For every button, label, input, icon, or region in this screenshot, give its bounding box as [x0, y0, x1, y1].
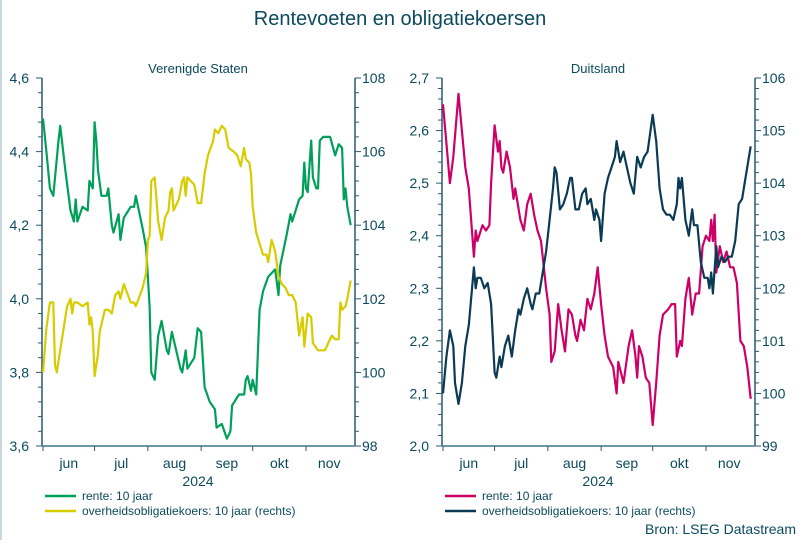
month-label: jul [513, 455, 528, 471]
panel-us: Verenigde Staten 3,6 3,8 4,0 4,2 4,4 4,6 98 100 1… [10, 61, 386, 518]
series-line-yield [441, 92, 752, 427]
left-tick-label: 2,1 [410, 385, 430, 401]
right-tick-label: 106 [362, 144, 386, 160]
right-tick-label: 103 [762, 228, 786, 244]
right-tick-label: 100 [762, 385, 786, 401]
year-label: 2024 [582, 473, 613, 489]
month-label: sep [216, 455, 239, 471]
right-tick-label: 106 [762, 70, 786, 86]
right-tick-label: 98 [362, 438, 378, 454]
month-label: okt [670, 455, 689, 471]
left-tick-label: 2,7 [410, 70, 430, 86]
month-label: sep [616, 455, 639, 471]
month-label: aug [563, 455, 586, 471]
month-label: jul [113, 455, 128, 471]
left-tick-label: 2,4 [410, 228, 430, 244]
month-label: jun [58, 455, 78, 471]
left-tick-label: 3,8 [10, 364, 30, 380]
left-tick-label: 3,6 [10, 438, 30, 454]
legend-label: rente: 10 jaar [82, 489, 153, 503]
figure-title: Rentevoeten en obligatiekoersen [254, 8, 546, 30]
month-label: okt [270, 455, 289, 471]
right-tick-label: 101 [762, 333, 786, 349]
legend-label: overheidsobligatiekoers: 10 jaar (rechts… [482, 504, 695, 518]
left-tick-label: 2,3 [410, 280, 430, 296]
year-label: 2024 [182, 473, 213, 489]
legend-label: rente: 10 jaar [482, 489, 553, 503]
left-tick-label: 2,6 [410, 123, 430, 139]
series-line-bond-price [441, 113, 752, 405]
right-tick-label: 104 [762, 175, 786, 191]
panel-de: Duitsland 2,0 2,1 2,2 2,3 2,4 2,5 2,6 2,7 99 100 10… [410, 61, 786, 518]
left-tick-label: 2,2 [410, 333, 430, 349]
right-tick-label: 104 [362, 217, 386, 233]
month-label: aug [163, 455, 186, 471]
month-label: nov [318, 455, 341, 471]
legend-label: overheidsobligatiekoers: 10 jaar (rechts… [82, 504, 295, 518]
right-tick-label: 108 [362, 70, 386, 86]
source-note: Bron: LSEG Datastream [645, 521, 796, 537]
month-label: jun [458, 455, 478, 471]
left-tick-label: 2,5 [410, 175, 430, 191]
right-tick-label: 100 [362, 364, 386, 380]
month-label: nov [718, 455, 741, 471]
series-line-bond-price [41, 124, 352, 378]
left-tick-label: 2,0 [410, 438, 430, 454]
panel-title: Verenigde Staten [148, 61, 248, 76]
right-tick-label: 105 [762, 123, 786, 139]
left-border [0, 0, 2, 540]
right-tick-label: 102 [762, 280, 786, 296]
left-tick-label: 4,2 [10, 217, 30, 233]
panel-title: Duitsland [571, 61, 625, 76]
left-tick-label: 4,4 [10, 144, 30, 160]
series-line-yield [41, 118, 352, 440]
left-tick-label: 4,0 [10, 291, 30, 307]
left-tick-label: 4,6 [10, 70, 30, 86]
right-tick-label: 99 [762, 438, 778, 454]
right-tick-label: 102 [362, 291, 386, 307]
